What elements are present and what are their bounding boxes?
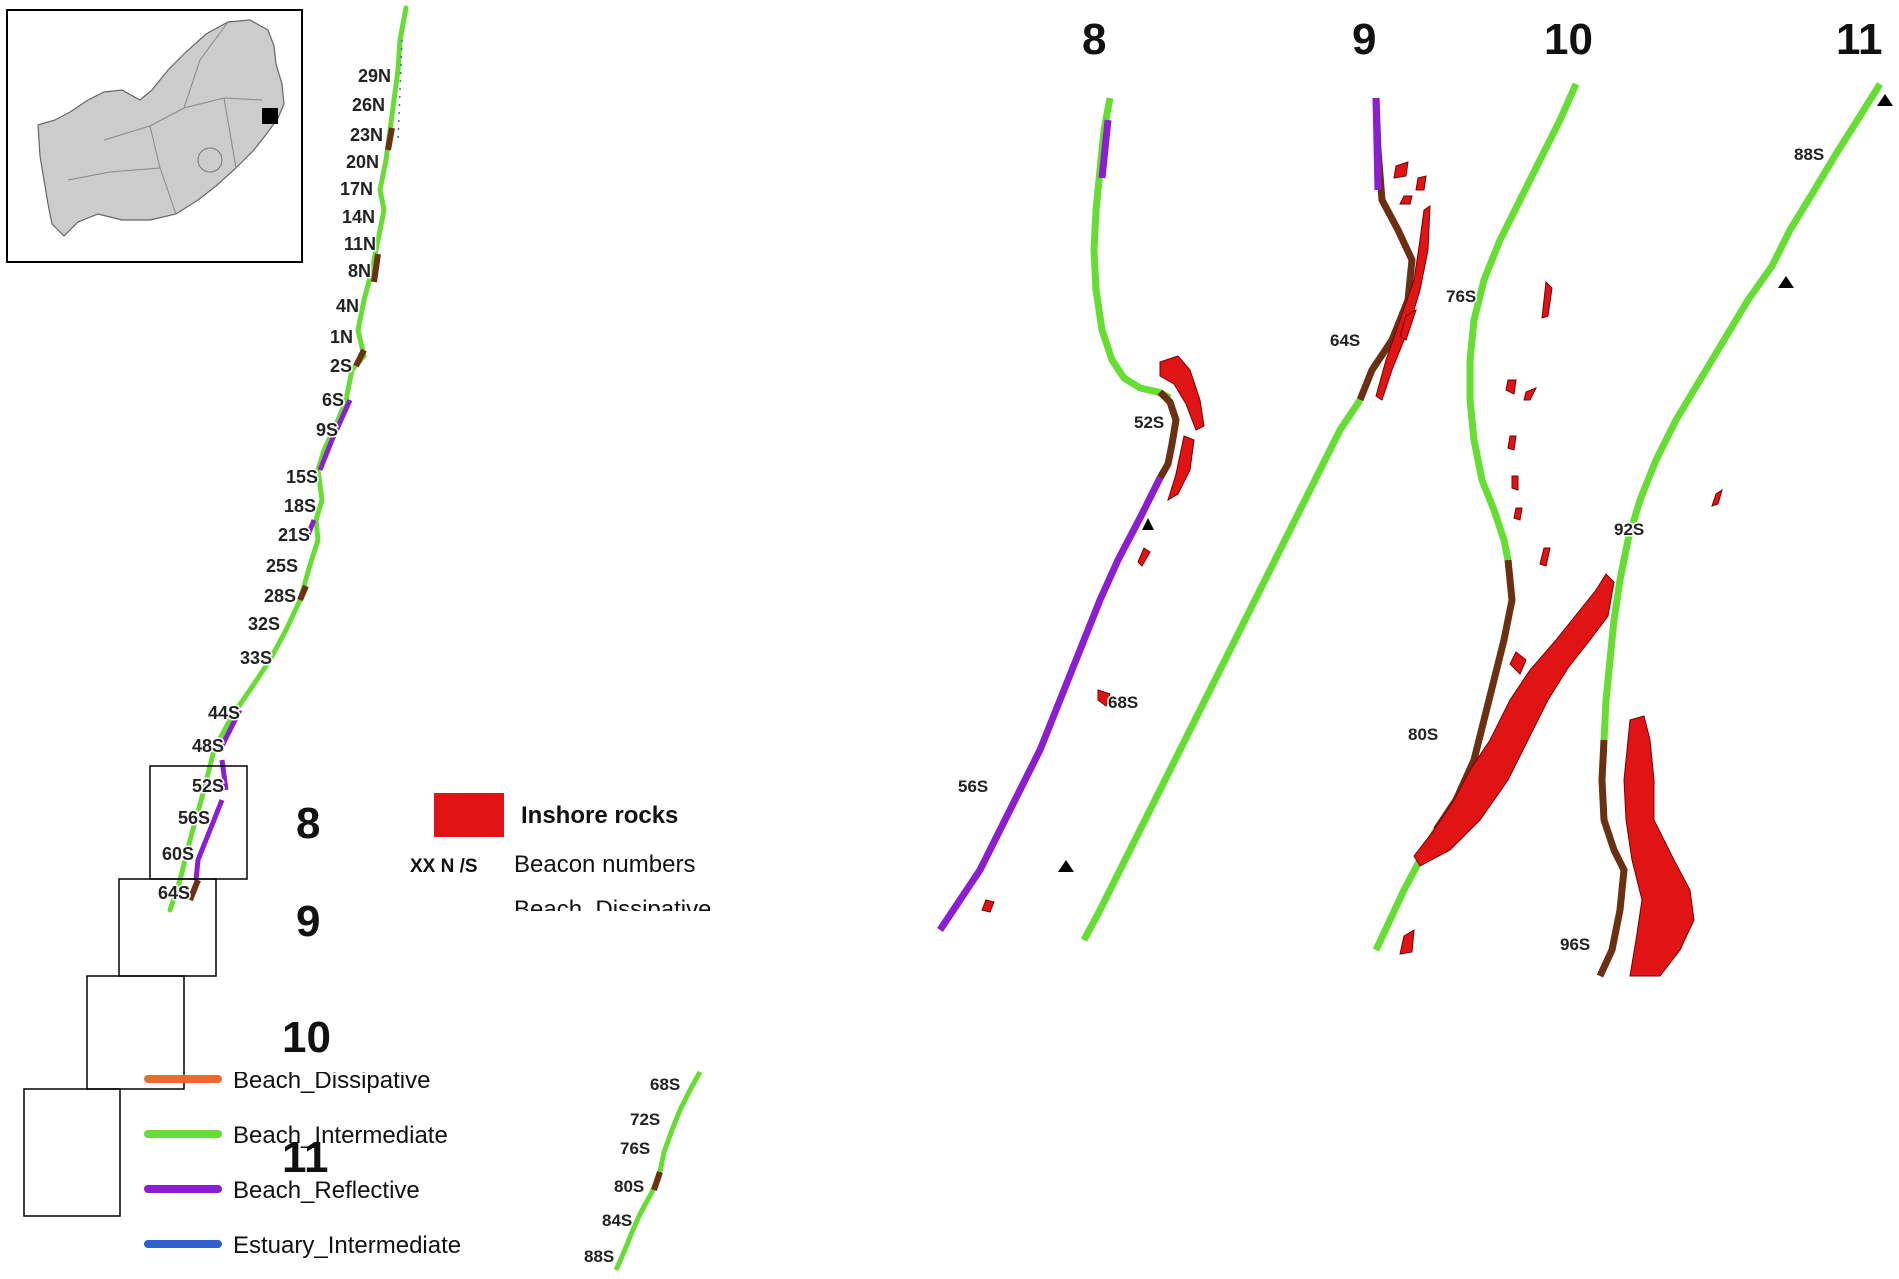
beacon-label: 25S [266,556,298,576]
beacon-label: 4N [336,296,359,316]
legend-beacon-label: Beacon numbers [514,851,695,878]
beacon-label: 80S [1408,725,1438,744]
overview-number-10: 10 [282,1013,331,1062]
beacon-label: 17N [340,179,373,199]
beacon-label: 72S [630,1110,660,1129]
beacon-label: 1N [330,327,353,347]
beacon-label: 88S [1794,145,1824,164]
beacon-label: 14N [342,207,375,227]
beacon-label: 15S [286,467,318,487]
overview-number-9: 9 [296,897,320,946]
beacon-label: 26N [352,95,385,115]
legend-reflective: Beach_Reflective [233,1177,420,1204]
beacon-label: 11N [344,234,376,254]
beacon-label: 8N [348,261,371,281]
beacon-label: 23N [350,125,383,145]
beacon-label: 92S [1614,520,1644,539]
panel-8: 8 52S 56S [937,15,1205,932]
panel-9-title: 9 [1352,15,1376,64]
beacon-label: 56S [958,777,988,796]
beacon-label: 80S [614,1177,644,1196]
beacon-label: 52S [1134,413,1164,432]
beacon-label: 60S [162,844,194,864]
beacon-label: 6S [322,390,344,410]
extent-box-11 [23,1088,121,1217]
beacon-label: 76S [1446,287,1476,306]
overview-beacons: 29N 26N 23N 20N 17N 14N 11N 8N 4N 1N 2S … [157,65,393,905]
beacon-label: 33S [240,648,272,668]
beacon-label: 52S [192,776,224,796]
legend-intermediate: Beach_Intermediate [233,1122,448,1149]
legend-beacon-code: XX N /S [410,856,478,877]
legend: Inshore rocks XX N /S Beacon numbers Bea… [144,793,711,1259]
panel-9: 9 64S 68S [1058,15,1431,942]
beacon-label: 9S [316,420,338,440]
south-africa-shape [37,19,285,237]
beacon-label: 64S [1330,331,1360,350]
panel-11-title: 11 [1836,15,1883,64]
legend-estuary: Estuary_Intermediate [233,1232,461,1259]
beacon-label: 44S [208,703,240,723]
beacon-label: 84S [602,1211,632,1230]
inset-map [6,9,303,263]
beacon-label: 96S [1560,935,1590,954]
beacon-label: 48S [192,736,224,756]
overview-coastline [167,5,409,913]
beacon-label: 88S [584,1247,614,1266]
beacon-label: 68S [1108,693,1138,712]
beacon-label: 32S [248,614,280,634]
legend-cut-text: Beach_Dissipative [514,896,711,923]
beacon-label: 21S [278,525,310,545]
panel-8-title: 8 [1082,15,1106,64]
beacon-label: 28S [264,586,296,606]
panel-11: 11 88S 92S 96S [1559,15,1893,978]
beacon-label: 18S [284,496,316,516]
beacon-label: 29N [358,66,391,86]
beacon-label: 68S [650,1075,680,1094]
study-area-marker [262,108,278,124]
panel-10-title: 10 [1544,15,1593,64]
beacon-label: 76S [620,1139,650,1158]
panel-10: 10 76S 80S [1372,15,1615,955]
lower-coastline: 68S 72S 76S 80S 84S 88S [583,1070,703,1272]
legend-inshore-rocks: Inshore rocks [521,802,678,829]
beacon-label: 64S [158,883,190,903]
extent-box-10 [86,975,185,1090]
extent-boxes [23,765,248,1217]
legend-dissipative: Beach_Dissipative [233,1067,430,1094]
beacon-label: 56S [178,808,210,828]
beacon-label: 2S [330,356,352,376]
overview-number-11: 11 [282,1133,329,1182]
inshore-rocks-swatch [434,793,504,837]
beacon-label: 20N [346,152,379,172]
overview-number-8: 8 [296,799,320,848]
